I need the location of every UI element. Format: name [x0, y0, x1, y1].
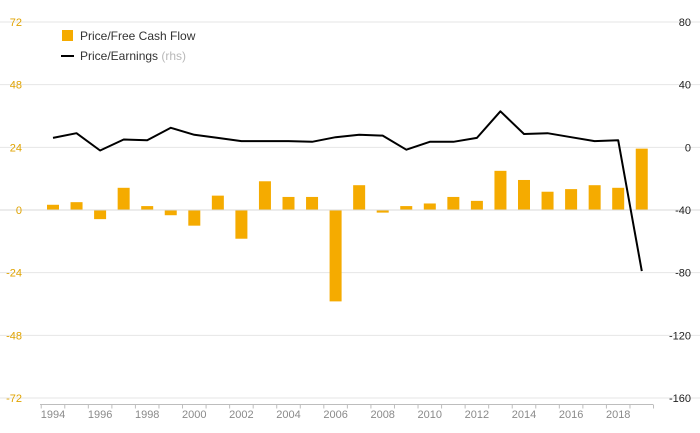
line-series: [52, 110, 643, 272]
left-tick-label: 0: [16, 205, 22, 217]
x-tick-label: 1996: [88, 409, 112, 421]
x-tick-label: 2016: [559, 409, 583, 421]
pe-line: [52, 110, 643, 272]
legend-label-bar: Price/Free Cash Flow: [80, 29, 196, 43]
bar-1998: [141, 206, 154, 210]
left-axis-ticks: 72 48 24 0 -24 -48 -72: [6, 17, 22, 405]
bar-2016: [565, 189, 578, 210]
bar-2015: [541, 191, 554, 210]
bar-1997: [117, 187, 130, 210]
x-tick-label: 2004: [276, 409, 300, 421]
bar-2001: [211, 195, 224, 210]
legend-label-line: Price/Earnings (rhs): [80, 49, 186, 63]
bar-2005: [306, 196, 319, 210]
right-tick-label: 80: [679, 17, 691, 29]
left-tick-label: 24: [10, 142, 22, 154]
bar-2019: [635, 148, 648, 210]
left-tick-label: -72: [6, 393, 22, 405]
x-tick-label: 2006: [323, 409, 347, 421]
bar-1996: [94, 210, 107, 220]
right-axis-ticks: 80 40 0 -40 -80 -120 -160: [669, 17, 691, 405]
bar-2012: [470, 200, 483, 210]
bar-2013: [494, 170, 507, 210]
bars: [47, 148, 648, 302]
bar-1994: [47, 204, 59, 210]
left-tick-label: -48: [6, 330, 22, 342]
bar-2004: [282, 196, 295, 210]
bar-2017: [588, 185, 601, 210]
bar-2009: [400, 206, 413, 210]
x-tick-label: 2002: [229, 409, 253, 421]
right-tick-label: -80: [675, 268, 691, 280]
bar-2008: [376, 210, 389, 213]
left-tick-label: -24: [6, 268, 22, 280]
left-tick-label: 72: [10, 17, 22, 29]
right-tick-label: -160: [669, 393, 691, 405]
bar-2003: [258, 181, 271, 210]
bar-1995: [70, 202, 83, 210]
x-tick-label: 2000: [182, 409, 206, 421]
x-tick-label: 2008: [370, 409, 394, 421]
right-tick-label: -40: [675, 205, 691, 217]
right-tick-label: 0: [685, 142, 691, 154]
bar-2014: [518, 179, 530, 210]
x-tick-label: 2014: [512, 409, 536, 421]
bar-2011: [447, 196, 460, 210]
bar-2006: [329, 210, 342, 302]
x-tick-label: 2018: [606, 409, 630, 421]
x-tick-label: 1994: [41, 409, 65, 421]
bar-2002: [235, 210, 248, 239]
legend-label-line-note: (rhs): [161, 49, 186, 63]
bar-2010: [423, 203, 436, 210]
bar-1999: [164, 210, 177, 216]
right-tick-label: 40: [679, 80, 691, 92]
x-axis: 1994 1996 1998 2000 2002 2004 2006 2008 2010 2012…: [40, 404, 655, 421]
bar-2000: [188, 210, 201, 226]
bar-2018: [612, 187, 625, 210]
x-tick-label: 1998: [135, 409, 159, 421]
grid-lines: [0, 21, 700, 399]
legend-swatch-bar: [62, 30, 73, 41]
x-tick-label: 2010: [418, 409, 442, 421]
legend-label-line-name: Price/Earnings: [80, 49, 158, 63]
x-tick-label: 2012: [465, 409, 489, 421]
legend: Price/Free Cash Flow Price/Earnings (rhs…: [61, 29, 196, 63]
right-tick-label: -120: [669, 330, 691, 342]
bar-2007: [353, 185, 366, 210]
left-tick-label: 48: [10, 80, 22, 92]
